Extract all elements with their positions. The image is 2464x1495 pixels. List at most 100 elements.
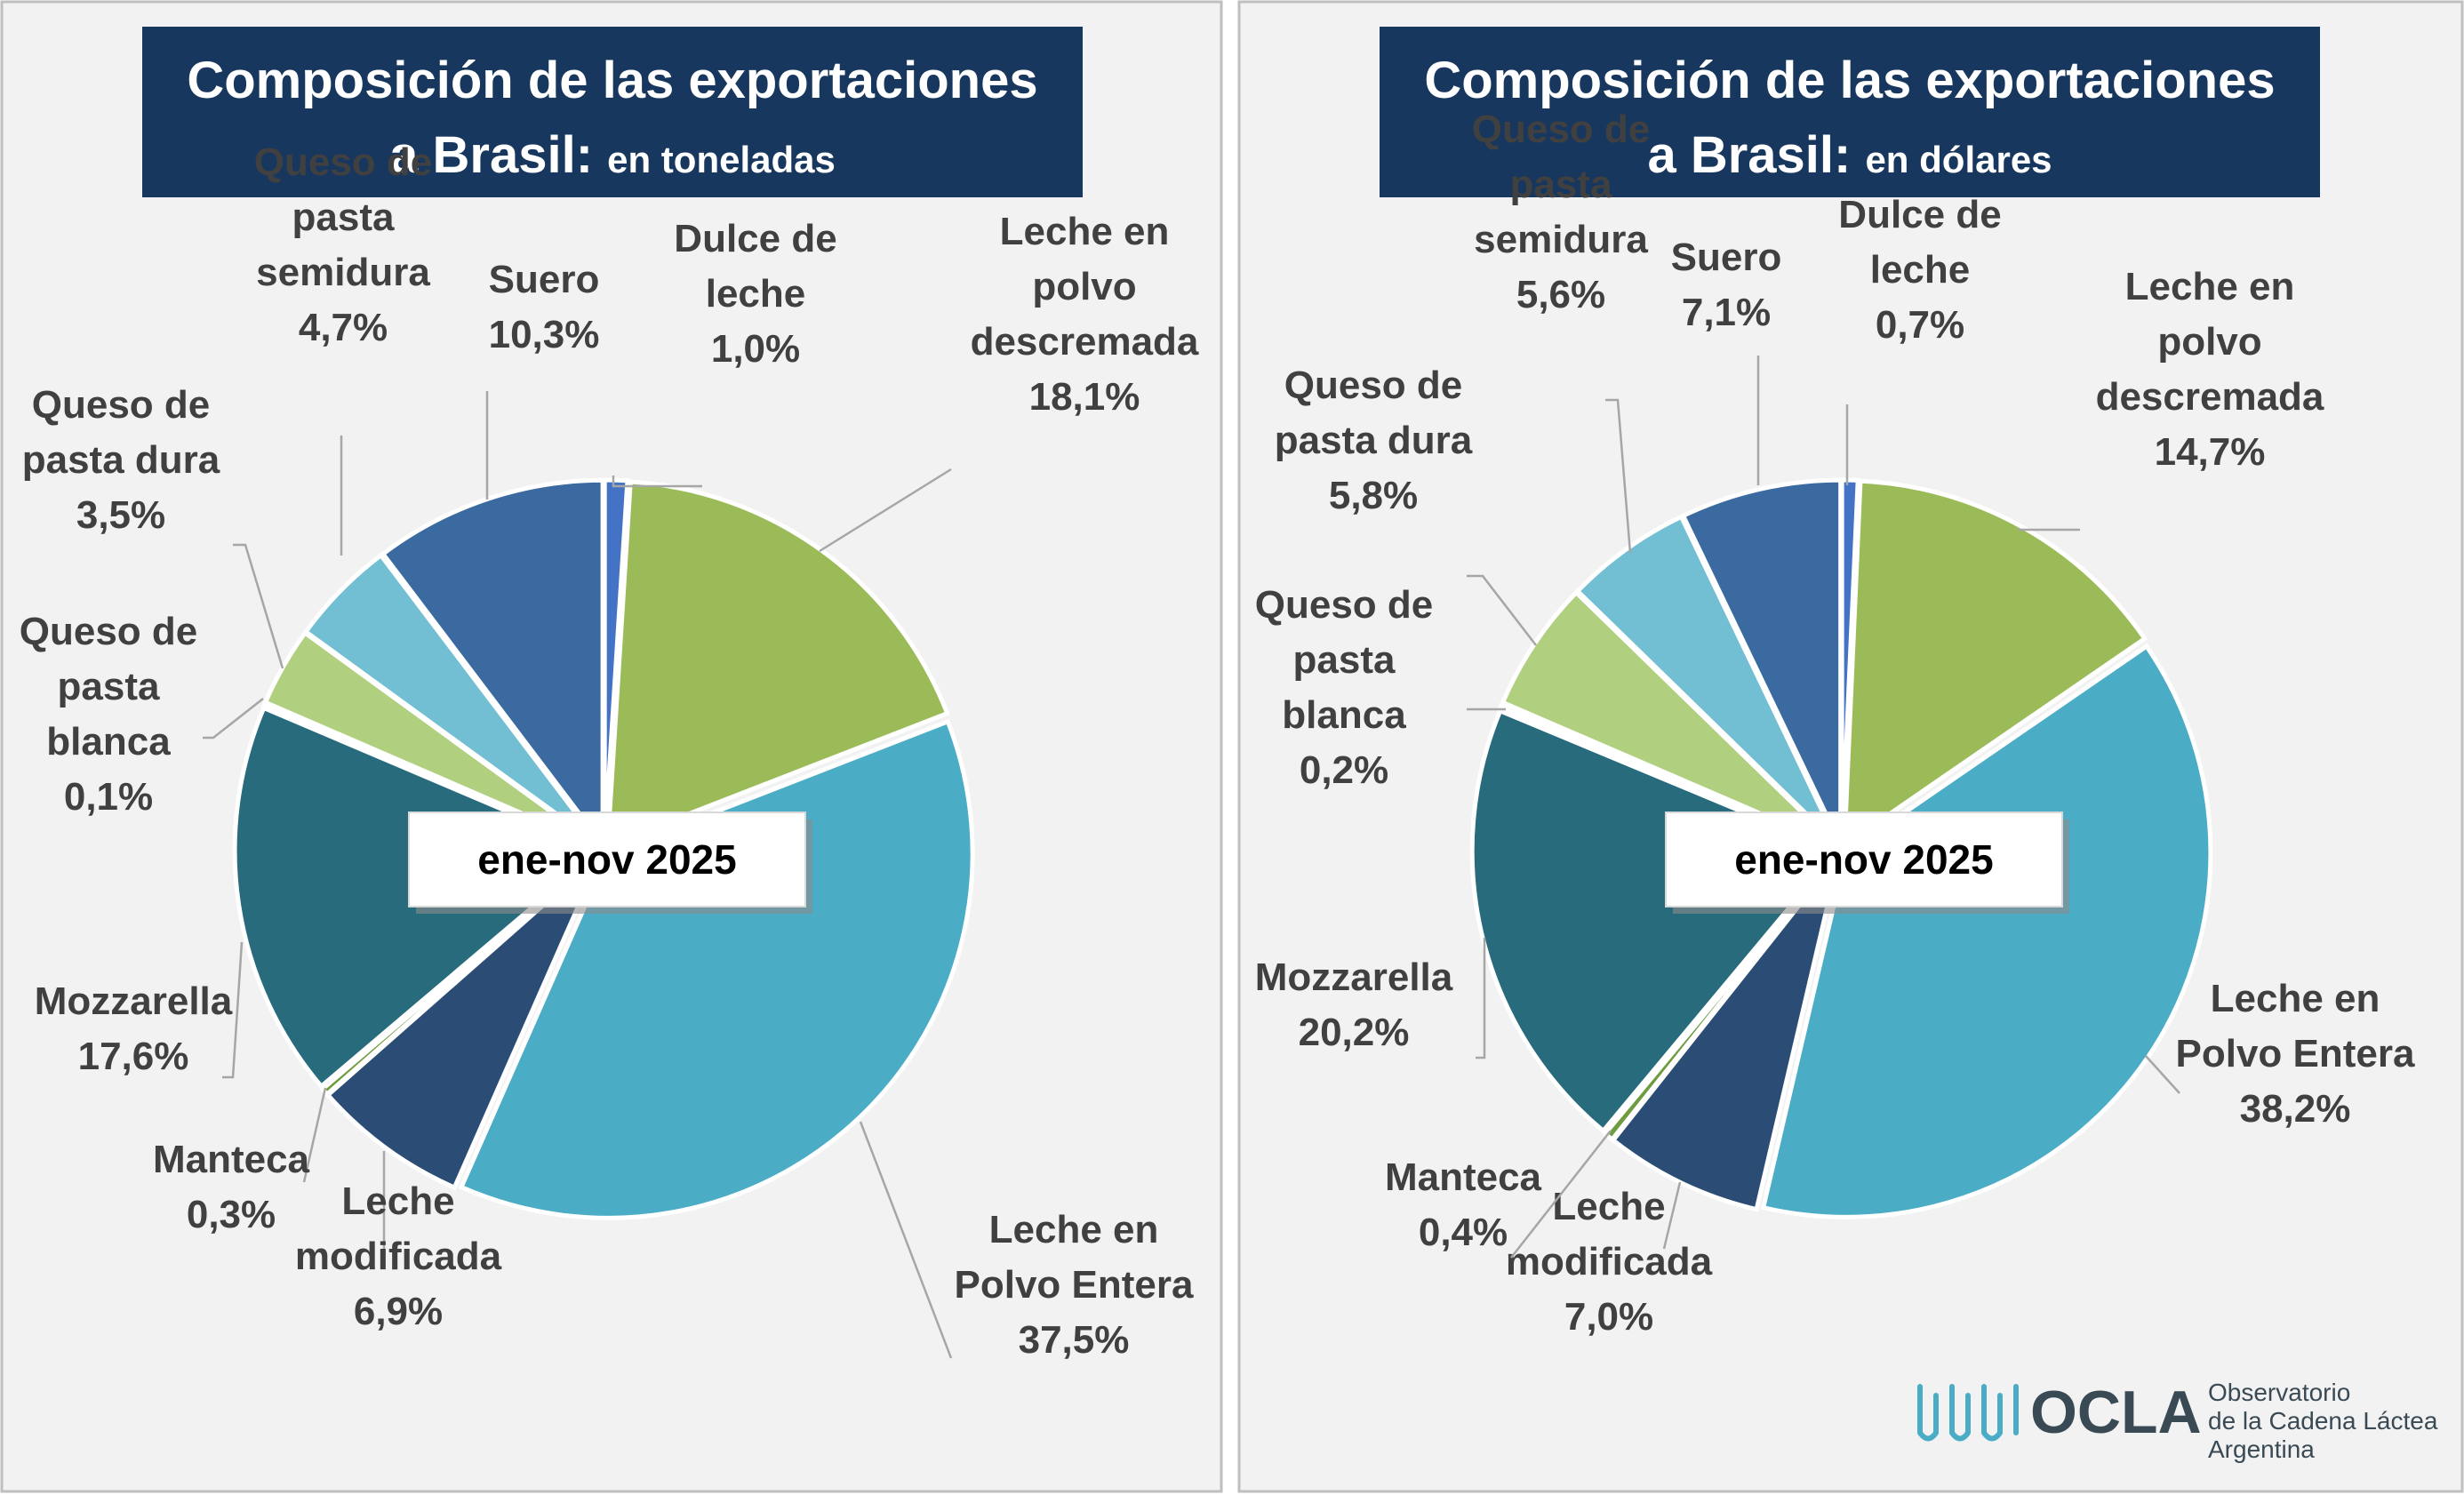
data-label-value: 5,8% bbox=[1329, 474, 1418, 517]
pie-slice-manteca bbox=[1602, 852, 1841, 1143]
data-label-manteca: Manteca 0,3% bbox=[153, 1138, 310, 1236]
data-label-name: descremada bbox=[971, 320, 1199, 364]
data-label-name: pasta dura bbox=[1275, 419, 1473, 462]
data-label-name: Leche en bbox=[1000, 210, 1170, 253]
data-label-name: Queso de bbox=[1472, 108, 1651, 151]
data-label-value: 14,7% bbox=[2155, 430, 2266, 474]
chart-subtitle: en dólares bbox=[1865, 139, 2052, 180]
leader-line-leche-en-polvo-descremada bbox=[819, 468, 952, 553]
data-label-mozzarella: Mozzarella 17,6% bbox=[35, 979, 233, 1078]
chart-title-line2: a Brasil: en toneladas bbox=[389, 126, 836, 184]
pie-chart-toneladas: Composición de las exportaciones a Brasil… bbox=[0, 0, 1223, 1493]
data-label-name: Leche bbox=[341, 1179, 454, 1223]
data-label-name: Queso de bbox=[1255, 583, 1434, 627]
data-label-name: pasta bbox=[1510, 163, 1612, 206]
data-label-name: pasta dura bbox=[22, 438, 220, 482]
pie-slice-queso-de-pasta-semidura bbox=[302, 552, 603, 848]
data-label-value: 7,0% bbox=[1564, 1295, 1653, 1339]
leader-line-leche-modificada bbox=[1662, 1181, 1682, 1250]
pie-slice-leche-modificada bbox=[1610, 852, 1842, 1212]
data-label-name: Dulce de bbox=[674, 217, 836, 260]
chart-title-line2-main: a Brasil: bbox=[389, 126, 607, 184]
chart-title: Composición de las exportaciones bbox=[1424, 52, 2275, 109]
data-label-name: Queso de bbox=[254, 140, 433, 184]
leader-line-queso-de-pasta-semidura bbox=[1605, 398, 1632, 554]
pie-slice-leche-en-polvo-entera bbox=[458, 718, 975, 1220]
data-label-name: Leche en bbox=[989, 1208, 1159, 1251]
data-label-name: pasta bbox=[292, 196, 395, 239]
data-label-name: descremada bbox=[2096, 375, 2324, 419]
data-label-value: 17,6% bbox=[78, 1035, 189, 1078]
data-label-name: blanca bbox=[1282, 693, 1406, 737]
data-label-mozzarella: Mozzarella 20,2% bbox=[1255, 955, 1453, 1054]
data-label-name: polvo bbox=[1032, 265, 1136, 308]
data-label-leche-modificada: Leche modificada 6,9% bbox=[295, 1179, 502, 1333]
data-label-suero: Suero 7,1% bbox=[1671, 236, 1782, 334]
data-label-name: Leche bbox=[1552, 1185, 1665, 1228]
data-label-value: 20,2% bbox=[1299, 1011, 1410, 1054]
data-label-name: Mozzarella bbox=[1255, 955, 1453, 999]
period-label: ene-nov 2025 bbox=[1734, 836, 1993, 883]
data-label-value: 10,3% bbox=[489, 313, 600, 356]
pie-slice-leche-en-polvo-descremada bbox=[604, 479, 950, 849]
title-box bbox=[142, 27, 1083, 197]
data-label-name: blanca bbox=[46, 720, 171, 763]
data-label-suero: Suero 10,3% bbox=[489, 258, 600, 356]
leader-line-manteca bbox=[1510, 1130, 1612, 1259]
data-label-value: 5,6% bbox=[1516, 273, 1605, 316]
leader-line-queso-de-pasta-dura bbox=[1467, 574, 1537, 646]
ocla-logo-line2: de la Cadena Láctea bbox=[2208, 1407, 2438, 1435]
data-label-name: leche bbox=[1870, 248, 1971, 292]
data-label-value: 0,2% bbox=[1300, 748, 1388, 792]
period-box bbox=[1665, 811, 2063, 907]
pie-chart-dolares: Composición de las exportaciones a Brasil… bbox=[1237, 0, 2464, 1493]
leader-line-mozzarella bbox=[222, 941, 244, 1079]
data-label-value: 6,9% bbox=[354, 1290, 443, 1333]
data-label-name: modificada bbox=[295, 1235, 502, 1278]
data-label-name: Manteca bbox=[1385, 1155, 1542, 1199]
chart-title-line2-main: a Brasil: bbox=[1647, 126, 1865, 184]
data-label-name: Queso de bbox=[20, 610, 198, 653]
data-label-value: 0,3% bbox=[187, 1193, 276, 1236]
pie-slice-suero bbox=[1680, 477, 1844, 846]
data-label-value: 0,7% bbox=[1876, 303, 1964, 347]
leader-line-dulce-de-leche bbox=[612, 476, 702, 488]
data-label-value: 18,1% bbox=[1029, 375, 1140, 419]
data-label-leche-en-polvo-descremada: Leche en polvo descremada 14,7% bbox=[2096, 265, 2324, 474]
leader-line-queso-de-pasta-blanca bbox=[203, 698, 264, 740]
data-label-dulce-de-leche: Dulce de leche 1,0% bbox=[674, 217, 836, 371]
data-label-name: semidura bbox=[1474, 218, 1648, 261]
data-label-name: Suero bbox=[489, 258, 600, 301]
data-label-dulce-de-leche: Dulce de leche 0,7% bbox=[1838, 193, 2001, 347]
data-label-value: 1,0% bbox=[711, 327, 800, 371]
data-label-name: Manteca bbox=[153, 1138, 310, 1181]
leader-line-leche-en-polvo-entera bbox=[2145, 1055, 2180, 1094]
data-label-value: 4,7% bbox=[299, 306, 388, 349]
pie-slice-queso-de-pasta-semidura bbox=[1574, 513, 1841, 847]
data-label-queso-de-pasta-dura: Queso de pasta dura 3,5% bbox=[22, 383, 220, 537]
data-label-queso-de-pasta-blanca: Queso de pasta blanca 0,1% bbox=[20, 610, 198, 819]
ocla-logo-line1: Observatorio bbox=[2208, 1379, 2350, 1406]
title-box bbox=[1380, 27, 2320, 197]
data-label-value: 37,5% bbox=[1019, 1318, 1130, 1362]
data-label-name: Leche en bbox=[2211, 977, 2380, 1020]
data-label-manteca: Manteca 0,4% bbox=[1385, 1155, 1542, 1254]
data-label-leche-en-polvo-entera: Leche en Polvo Entera 37,5% bbox=[955, 1208, 1194, 1362]
leader-line-manteca bbox=[302, 1087, 327, 1183]
chart-title: Composición de las exportaciones bbox=[187, 52, 1037, 109]
data-label-name: Polvo Entera bbox=[955, 1263, 1194, 1307]
data-label-queso-de-pasta-semidura: Queso de pasta semidura 4,7% bbox=[254, 140, 433, 349]
data-label-name: Polvo Entera bbox=[2176, 1032, 2415, 1075]
pie-slice-leche-modificada bbox=[324, 851, 604, 1191]
chart-title-line2: a Brasil: en dólares bbox=[1647, 126, 2052, 184]
leader-line-leche-en-polvo-entera bbox=[859, 1121, 953, 1359]
data-label-value: 0,1% bbox=[64, 775, 153, 819]
data-label-name: modificada bbox=[1506, 1240, 1713, 1283]
period-box bbox=[408, 811, 806, 907]
data-label-name: Queso de bbox=[32, 383, 211, 427]
ocla-logo-word: OCLA bbox=[2030, 1379, 2202, 1446]
data-label-name: polvo bbox=[2157, 320, 2261, 364]
data-label-name: Mozzarella bbox=[35, 979, 233, 1023]
data-label-queso-de-pasta-semidura: Queso de pasta semidura 5,6% bbox=[1472, 108, 1651, 316]
